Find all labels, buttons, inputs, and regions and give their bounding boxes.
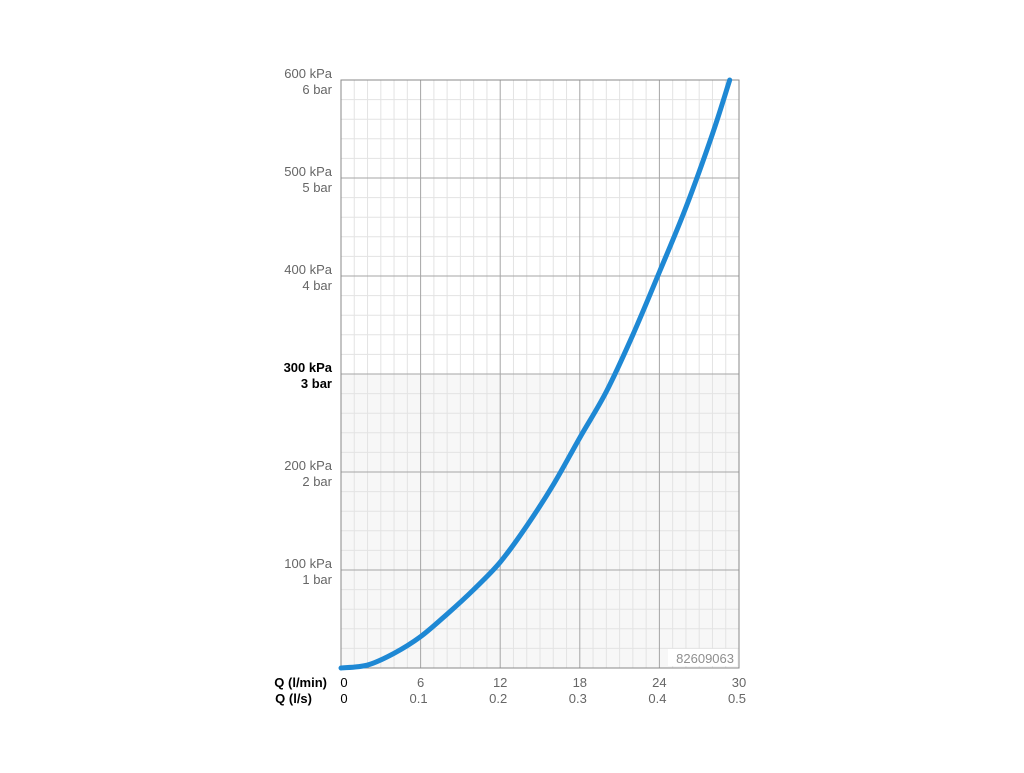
y-tick-label-kpa: 200 kPa [284, 458, 332, 473]
x-tick-label-primary: 24 [652, 675, 666, 690]
x-tick-label-primary: 18 [573, 675, 587, 690]
x-tick-label-secondary: 0.2 [489, 691, 507, 706]
x-tick-label-primary: 0 [340, 675, 347, 690]
x-tick-label-secondary: 0 [340, 691, 347, 706]
series-line-0 [338, 77, 733, 671]
y-tick-label-bar: 3 bar [301, 376, 332, 391]
x-tick-label-secondary: 0.3 [569, 691, 587, 706]
chart-id-background [668, 649, 737, 666]
y-tick-label-kpa: 500 kPa [284, 164, 332, 179]
x-tick-label-primary: 30 [732, 675, 746, 690]
x-tick-label-secondary: 0.1 [410, 691, 428, 706]
y-tick-label-bar: 2 bar [302, 474, 332, 489]
x-tick-label-secondary: 0.5 [728, 691, 746, 706]
x-tick-label-primary: 6 [417, 675, 424, 690]
x-tick-label-secondary: 0.4 [648, 691, 666, 706]
x-tick-label-primary: 12 [493, 675, 507, 690]
plot-frame [340, 79, 740, 669]
y-tick-label-kpa: 600 kPa [284, 66, 332, 81]
y-tick-label-bar: 6 bar [302, 82, 332, 97]
chart-id-label: 82609063 [676, 651, 734, 666]
y-tick-label-kpa: 400 kPa [284, 262, 332, 277]
y-tick-label-kpa: 300 kPa [284, 360, 333, 375]
x-axis-secondary-label: Q (l/s) [275, 691, 312, 706]
y-tick-label-kpa: 100 kPa [284, 556, 332, 571]
y-tick-label-bar: 1 bar [302, 572, 332, 587]
y-tick-label-bar: 5 bar [302, 180, 332, 195]
x-axis-primary-label: Q (l/min) [274, 675, 327, 690]
y-tick-label-bar: 4 bar [302, 278, 332, 293]
